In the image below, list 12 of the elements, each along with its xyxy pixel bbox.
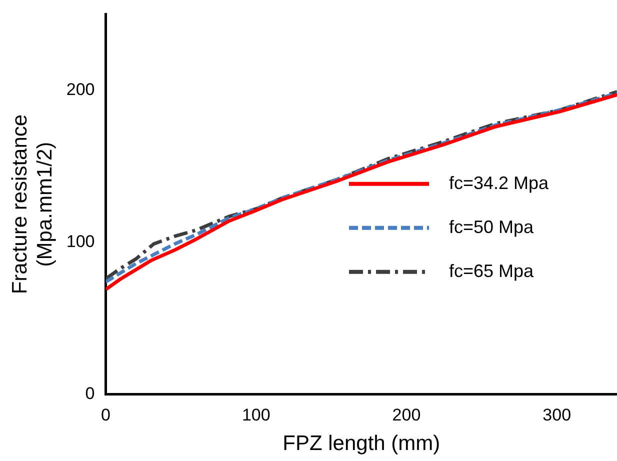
x-tick-label: 200 [392, 405, 421, 424]
x-tick-label: 300 [542, 405, 572, 424]
y-tick-label: 0 [85, 384, 95, 404]
legend-label: fc=50 Mpa [449, 216, 535, 237]
x-tick-label: 0 [101, 405, 110, 424]
y-axis-title: Fracture resistance (Mpa.mm1/2) [8, 114, 57, 294]
x-axis-title: FPZ length (mm) [282, 432, 440, 456]
y-tick-label: 100 [66, 232, 95, 252]
y-tick-label: 200 [66, 80, 95, 99]
x-tick-label: 100 [242, 405, 270, 424]
legend-label: fc=34.2 Mpa [449, 172, 550, 193]
legend-label: fc=65 Mpa [449, 260, 535, 281]
